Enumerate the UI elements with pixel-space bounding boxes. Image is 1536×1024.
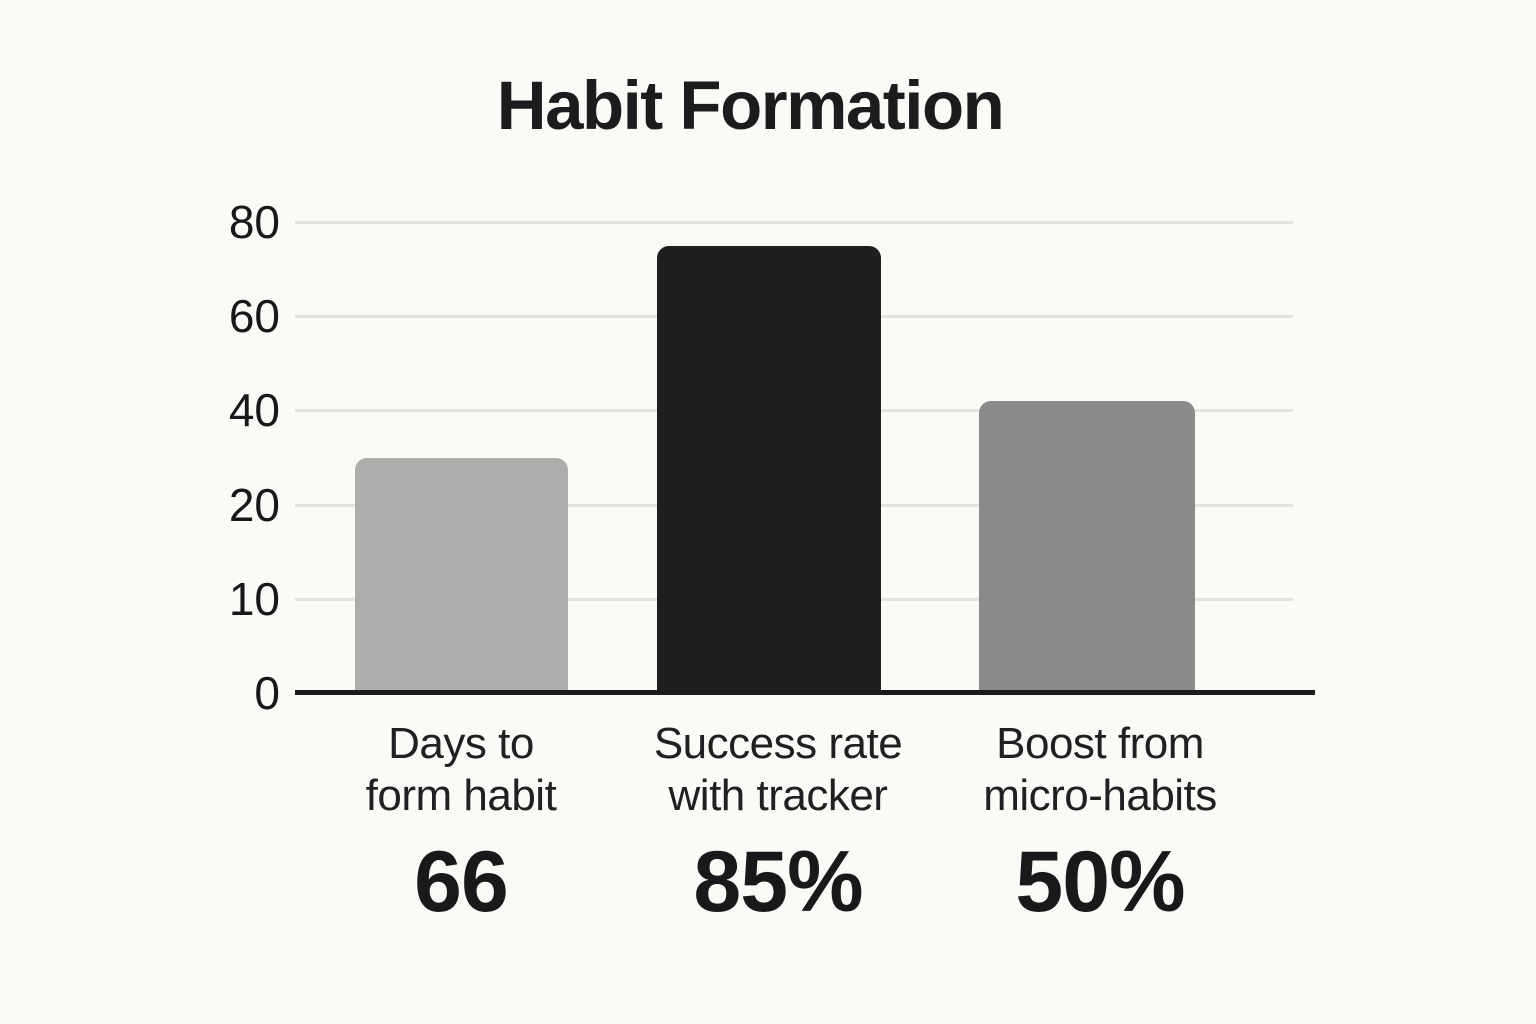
y-tick-label-80: 80 <box>228 196 280 248</box>
x-axis-line <box>295 690 1315 695</box>
category-line: Days to <box>388 719 534 768</box>
bar-boost-from-micro-habits <box>979 400 1195 693</box>
category-line: with tracker <box>668 771 888 820</box>
y-tick-label-10: 10 <box>228 573 280 625</box>
chart-title: Habit Formation <box>496 67 1005 144</box>
category-label-boost-from-micro-habits: Boost from micro-habits <box>880 718 1320 822</box>
category-label-days-to-form-habit: Days to form habit <box>241 718 681 822</box>
stat-value-boost: 50% <box>1015 834 1185 930</box>
y-tick-label-0: 0 <box>254 667 280 719</box>
y-tick-label-60: 60 <box>228 290 280 342</box>
bar-days-to-form-habit <box>355 457 568 693</box>
y-tick-label-20: 20 <box>228 479 280 531</box>
category-line: Success rate <box>653 719 903 768</box>
y-tick-label-40: 40 <box>228 384 280 436</box>
stat-value-days: 66 <box>414 834 509 930</box>
category-line: Boost from <box>996 719 1204 768</box>
category-label-success-rate-with-tracker: Success rate with tracker <box>558 718 998 822</box>
stat-value-success-rate: 85% <box>693 834 863 930</box>
bar-success-rate-with-tracker <box>657 245 881 693</box>
gridline-80 <box>295 221 1293 224</box>
category-line: form habit <box>365 771 557 820</box>
category-line: micro-habits <box>983 771 1217 820</box>
